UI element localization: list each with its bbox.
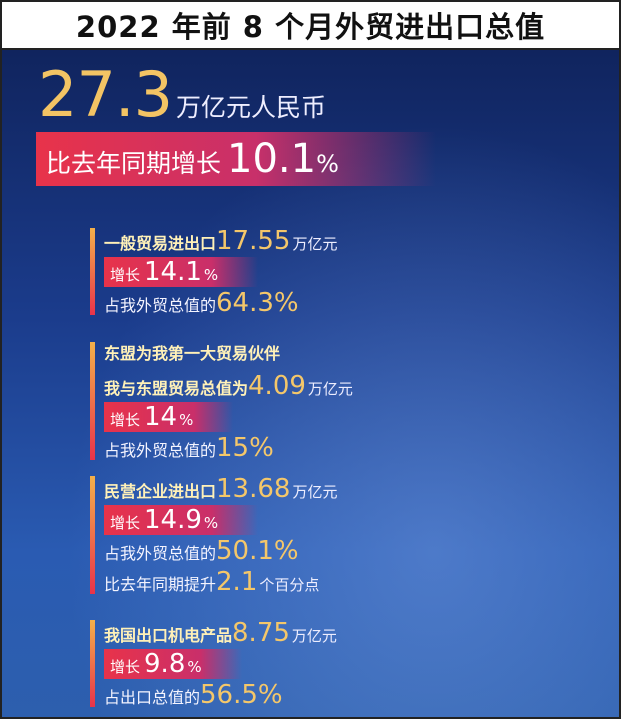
text-line: 我国出口机电产品 8.75 万亿元 <box>104 618 337 649</box>
section: 我国出口机电产品 8.75 万亿元 增长 9.8% 占出口总值的 56.5% <box>90 618 337 711</box>
value: 14.9 <box>144 505 202 535</box>
accent-bar <box>90 620 95 707</box>
section: 民营企业进出口 13.68 万亿元 增长 14.9% 占我外贸总值的 50.1% 比去年同期提… <box>90 474 337 598</box>
label: 占我外贸总值的 <box>104 296 217 315</box>
section: 东盟为我第一大贸易伙伴 我与东盟贸易总值为 4.09 万亿元 增长 14% 占我外贸总值的 1… <box>90 340 353 464</box>
label: 民营企业进出口 <box>104 482 217 501</box>
value: 14.1 <box>144 257 202 287</box>
unit: 万亿元 <box>292 483 338 501</box>
text-line: 增长 9.8% <box>104 649 337 680</box>
title: 2022 年前 8 个月外贸进出口总值 <box>2 2 619 50</box>
unit: % <box>179 411 194 429</box>
total: 27.3 万亿元人民币 <box>38 58 326 131</box>
value: 15% <box>216 433 274 463</box>
unit: 万亿元 <box>307 380 353 398</box>
label: 一般贸易进出口 <box>104 234 217 253</box>
text-line: 占我外贸总值的 64.3% <box>104 288 337 319</box>
accent-bar <box>90 342 95 460</box>
unit: % <box>203 266 219 284</box>
growth-box: 增长 9.8% <box>104 649 242 679</box>
text-line: 比去年同期提升 2.1 个百分点 <box>104 567 337 598</box>
unit: 万亿元 <box>292 235 338 253</box>
growth-label: 比去年同期增长 <box>46 149 222 178</box>
label: 我国出口机电产品 <box>104 626 233 645</box>
value: 14 <box>144 402 178 432</box>
label: 占我外贸总值的 <box>104 544 217 563</box>
text-line: 占我外贸总值的 15% <box>104 433 353 464</box>
growth-value: 10.1 <box>227 136 317 182</box>
total-value: 27.3 <box>38 58 173 131</box>
text-line: 增长 14.9% <box>104 505 337 536</box>
value: 8.75 <box>232 618 290 648</box>
label: 增长 <box>110 514 141 532</box>
text-line: 增长 14% <box>104 402 353 433</box>
value: 9.8 <box>144 649 186 679</box>
growth-unit: % <box>316 150 339 178</box>
panel: 27.3 万亿元人民币 比去年同期增长 10.1 % 一般贸易进出口 17.55 万… <box>2 50 619 717</box>
accent-bar <box>90 476 95 594</box>
text-line: 一般贸易进出口 17.55 万亿元 <box>104 226 337 257</box>
section: 一般贸易进出口 17.55 万亿元 增长 14.1% 占我外贸总值的 64.3% <box>90 226 337 319</box>
growth-box: 增长 14.9% <box>104 505 259 535</box>
value: 64.3% <box>216 288 299 318</box>
label: 占我外贸总值的 <box>104 441 217 460</box>
value: 56.5% <box>200 680 283 710</box>
unit: % <box>203 514 219 532</box>
label: 增长 <box>110 411 141 429</box>
text-line: 占出口总值的 56.5% <box>104 680 337 711</box>
value: 4.09 <box>248 371 306 401</box>
accent-bar <box>90 228 95 315</box>
unit: % <box>187 658 202 676</box>
unit: 个百分点 <box>259 576 320 594</box>
label: 东盟为我第一大贸易伙伴 <box>104 344 281 363</box>
growth-box: 增长 14.1% <box>104 257 259 287</box>
text-line: 占我外贸总值的 50.1% <box>104 536 337 567</box>
label: 我与东盟贸易总值为 <box>104 379 249 398</box>
value: 2.1 <box>216 567 258 597</box>
text-line: 增长 14.1% <box>104 257 337 288</box>
value: 50.1% <box>216 536 299 566</box>
label: 比去年同期提升 <box>104 575 217 594</box>
label: 增长 <box>110 658 141 676</box>
text-line: 我与东盟贸易总值为 4.09 万亿元 <box>104 371 353 402</box>
value: 13.68 <box>216 474 291 504</box>
growth-box: 增长 14% <box>104 402 234 432</box>
text-line: 民营企业进出口 13.68 万亿元 <box>104 474 337 505</box>
value: 17.55 <box>216 226 291 256</box>
label: 增长 <box>110 266 141 284</box>
text-line: 东盟为我第一大贸易伙伴 <box>104 340 353 371</box>
unit: 万亿元 <box>291 627 337 645</box>
label: 占出口总值的 <box>104 688 201 707</box>
total-unit: 万亿元人民币 <box>176 93 327 122</box>
growth-band: 比去年同期增长 10.1 % <box>36 132 436 186</box>
